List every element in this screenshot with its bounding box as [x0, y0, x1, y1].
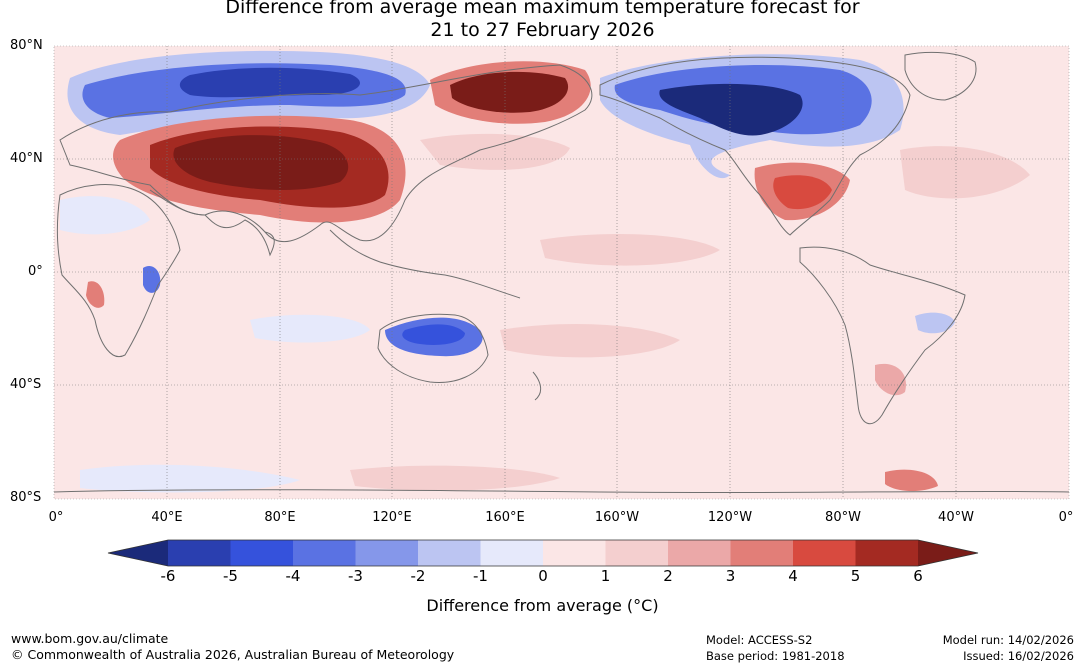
coastline-antarctica	[53, 489, 1070, 494]
colorbar-label: Difference from average (°C)	[426, 596, 659, 615]
anomaly-southern-ocean-warm	[350, 465, 560, 491]
colorbar-segment-m4	[293, 540, 356, 566]
anomaly-asia-warm-core	[173, 135, 349, 190]
lon-label-0-left: 0°	[48, 510, 64, 525]
colorbar-tick: 1	[600, 567, 611, 585]
anomaly-australia-cool-core	[402, 324, 465, 345]
colorbar-segment-0	[543, 540, 606, 566]
lat-label-equator: 0°	[28, 264, 43, 279]
anomaly-south-atlantic-warm	[885, 469, 938, 492]
lat-label-40s: 40°S	[10, 377, 42, 392]
anomaly-north-atlantic-cool	[60, 196, 150, 235]
colorbar-segment-m6	[168, 540, 231, 566]
lat-label-40n: 40°N	[10, 151, 43, 166]
colorbar-tick: -3	[348, 567, 363, 585]
colorbar-tick: -5	[223, 567, 238, 585]
title-line-1: Difference from average mean maximum tem…	[225, 0, 860, 18]
colorbar-tick: -6	[160, 567, 176, 585]
colorbar-tick: -1	[473, 567, 488, 585]
colorbar-tick: 2	[663, 567, 673, 585]
footer-url[interactable]: www.bom.gov.au/climate	[11, 631, 169, 646]
warm-anomalies	[86, 61, 1030, 492]
anomaly-brazil-cool	[915, 312, 955, 334]
lon-label-0-right: 0°	[1058, 510, 1074, 525]
footer-left: www.bom.gov.au/climate © Commonwealth of…	[11, 631, 454, 663]
lon-label-40w: 40°W	[938, 510, 974, 525]
lon-label-40e: 40°E	[151, 510, 183, 525]
lon-label-80w: 80°W	[825, 510, 861, 525]
cool-anomalies	[60, 50, 955, 493]
coastline-southeast-asia	[329, 229, 521, 299]
colorbar-tick: 3	[725, 567, 736, 585]
coastline-greenland	[904, 51, 977, 101]
colorbar-outline	[107, 539, 979, 567]
anomaly-north-atlantic-warm	[900, 146, 1030, 199]
anomaly-eurasia-north-cool-core	[179, 67, 360, 98]
footer-model-run: Model run: 14/02/2026	[942, 633, 1074, 647]
colorbar-arrow-low	[108, 540, 168, 566]
lat-label-80s: 80°S	[10, 490, 42, 505]
anomaly-pacific-band-warm	[540, 234, 720, 266]
colorbar-tick: -2	[410, 567, 426, 585]
footer-model-info: Model: ACCESS-S2 Base period: 1981-2018	[706, 632, 845, 664]
anomaly-siberia-warm-core	[450, 71, 569, 113]
coastline-south-america	[799, 246, 966, 425]
coastline-north-america	[599, 56, 911, 236]
colorbar-segment-4	[793, 540, 856, 566]
colorbar-tick: 4	[788, 567, 798, 585]
anomaly-southern-ocean-cool	[80, 464, 300, 493]
footer-base-period: Base period: 1981-2018	[706, 649, 845, 663]
lon-label-120w: 120°W	[707, 510, 753, 525]
lon-label-160e: 160°E	[485, 510, 525, 525]
coastline-new-zealand	[532, 371, 542, 401]
colorbar-segment-m2	[418, 540, 481, 566]
colorbar-tick: 5	[850, 567, 861, 585]
colorbar-arrow-high	[918, 540, 978, 566]
colorbar-segment-1	[605, 540, 668, 566]
footer-issued: Issued: 16/02/2026	[963, 649, 1074, 663]
lon-label-160w: 160°W	[594, 510, 640, 525]
colorbar-segment-3	[730, 540, 793, 566]
colorbar-tick: -4	[285, 567, 301, 585]
coastline-arabia-india	[149, 189, 275, 257]
map-frame	[53, 45, 1070, 500]
colorbar-tick: 0	[538, 567, 548, 585]
anomaly-africa-warm	[86, 281, 105, 308]
colorbar-segment-5	[855, 540, 918, 566]
colorbar-segment-m3	[355, 540, 418, 566]
anomaly-north-america-cool-core	[659, 83, 803, 136]
colorbar-segment-2	[668, 540, 731, 566]
coastlines	[53, 51, 1070, 494]
colorbar-tick: 6	[913, 567, 923, 585]
footer-dates: Model run: 14/02/2026 Issued: 16/02/2026	[943, 632, 1074, 664]
coastline-africa	[56, 184, 181, 358]
colorbar-segment-m5	[230, 540, 293, 566]
anomaly-africa-cool	[143, 265, 161, 293]
map-title: Difference from average mean maximum tem…	[0, 0, 1085, 42]
lon-label-120e: 120°E	[372, 510, 412, 525]
footer-copyright: © Commonwealth of Australia 2026, Austra…	[11, 647, 455, 662]
lon-label-80e: 80°E	[264, 510, 296, 525]
colorbar-segment-m1	[480, 540, 543, 566]
anomaly-us-south-warm-core	[773, 175, 832, 210]
graticule	[54, 46, 1069, 499]
title-line-2: 21 to 27 February 2026	[430, 19, 655, 41]
anomaly-south-indian-cool	[250, 314, 370, 343]
anomaly-south-pacific-warm	[500, 324, 680, 358]
coastline-australia	[377, 313, 489, 384]
lat-label-80n: 80°N	[10, 38, 43, 53]
footer-model: Model: ACCESS-S2	[706, 633, 813, 647]
